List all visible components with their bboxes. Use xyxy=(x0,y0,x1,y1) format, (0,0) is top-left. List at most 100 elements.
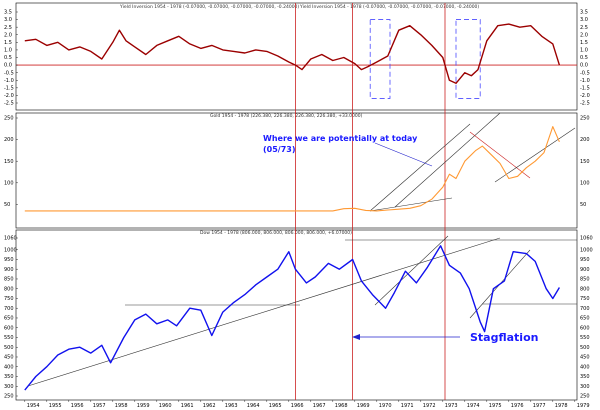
gold-trend-line xyxy=(394,112,501,208)
ytick-label-left: 1060 xyxy=(4,236,17,242)
ytick-label-left: 800 xyxy=(4,286,14,292)
ytick-label-left: 850 xyxy=(4,277,14,283)
trend-lines xyxy=(27,112,577,387)
ytick-label-left: 600 xyxy=(4,325,14,331)
ytick-label-left: -2.0 xyxy=(4,93,14,99)
ytick-label-right: -2.0 xyxy=(580,93,590,99)
ytick-label-right: 900 xyxy=(580,267,590,273)
gold-trend-line xyxy=(369,123,471,212)
xtick-label: 1977 xyxy=(533,403,546,409)
ytick-label-right: 0.5 xyxy=(580,55,588,61)
ytick-label-left: 650 xyxy=(4,316,14,322)
gold-annotation-line2: (05/73) xyxy=(263,145,296,154)
gold-trend-line xyxy=(469,131,531,179)
ytick-label-right: 0.0 xyxy=(580,63,588,69)
event-lines xyxy=(294,3,446,400)
ytick-label-right: 1.5 xyxy=(580,40,588,46)
highlight-box xyxy=(369,19,391,99)
ytick-label-right: 250 xyxy=(580,394,590,400)
ytick-label-left: 900 xyxy=(4,267,14,273)
ytick-label-left: 300 xyxy=(4,384,14,390)
ytick-label-right: 50 xyxy=(580,202,586,208)
gold-trend-line xyxy=(494,127,576,183)
ytick-label-right: 250 xyxy=(580,116,590,122)
highlight-boxes xyxy=(369,19,481,99)
ytick-label-left: -1.0 xyxy=(4,78,14,84)
xtick-label: 1959 xyxy=(137,403,150,409)
ytick-label-right: 800 xyxy=(580,286,590,292)
dow-trend-line xyxy=(374,235,449,306)
ytick-label-left: 1000 xyxy=(4,247,17,253)
ytick-label-right: 1000 xyxy=(580,247,593,253)
ytick-label-left: 750 xyxy=(4,296,14,302)
ytick-label-left: 2.5 xyxy=(4,25,12,31)
ytick-label-left: 1.0 xyxy=(4,48,12,54)
ytick-label-left: 500 xyxy=(4,345,14,351)
series-line xyxy=(24,23,561,84)
ytick-label-right: -2.5 xyxy=(580,101,590,107)
ytick-label-left: -1.5 xyxy=(4,85,14,91)
ytick-label-right: 2.5 xyxy=(580,25,588,31)
xtick-label: 1974 xyxy=(467,403,480,409)
ytick-label-right: 1.0 xyxy=(580,48,588,54)
ytick-label-left: 3.5 xyxy=(4,10,12,16)
gold-annotation-pointer xyxy=(374,142,433,167)
xtick-label: 1956 xyxy=(71,403,84,409)
xtick-label: 1963 xyxy=(225,403,238,409)
xtick-label: 1957 xyxy=(93,403,106,409)
xtick-label: 1970 xyxy=(379,403,392,409)
ytick-label-right: 350 xyxy=(580,374,590,380)
xtick-label: 1978 xyxy=(555,403,568,409)
gold-trend-line xyxy=(369,197,453,212)
dow-trend-line xyxy=(27,237,501,387)
ytick-label-right: 700 xyxy=(580,306,590,312)
series-lines xyxy=(24,23,561,391)
xtick-label: 1972 xyxy=(423,403,436,409)
ytick-label-left: 250 xyxy=(4,394,14,400)
ytick-label-left: 450 xyxy=(4,355,14,361)
stagflation-arrowhead xyxy=(352,334,360,340)
ytick-label-right: 750 xyxy=(580,296,590,302)
highlight-box xyxy=(455,19,481,99)
axis-tick-labels: 3.5 3.53.0 3.02.5 2.52.0 2.01.5 1.51.0 1.00.5 0… xyxy=(4,10,593,409)
ytick-label-left: 200 xyxy=(4,137,14,143)
ytick-label-right: -1.0 xyxy=(580,78,590,84)
ytick-label-left: 400 xyxy=(4,364,14,370)
ytick-label-left: 250 xyxy=(4,116,14,122)
ytick-label-left: 700 xyxy=(4,306,14,312)
ytick-label-right: 850 xyxy=(580,277,590,283)
xtick-label: 1969 xyxy=(357,403,370,409)
xtick-label: 1958 xyxy=(115,403,128,409)
ytick-label-left: 100 xyxy=(4,180,14,186)
xtick-label: 1966 xyxy=(291,403,304,409)
ytick-label-right: 550 xyxy=(580,335,590,341)
xtick-label: 1954 xyxy=(27,403,40,409)
ytick-label-right: 200 xyxy=(580,137,590,143)
ytick-label-left: 0.5 xyxy=(4,55,12,61)
ytick-label-left: -0.5 xyxy=(4,70,14,76)
xtick-label: 1979 xyxy=(577,403,590,409)
ytick-label-right: 500 xyxy=(580,345,590,351)
yield-title-repeat: Yield Inversion 1954 - 1978 (-0.07000, -… xyxy=(299,4,479,10)
ytick-label-right: 1060 xyxy=(580,236,593,242)
xtick-label: 1955 xyxy=(49,403,62,409)
xtick-label: 1965 xyxy=(269,403,282,409)
xtick-label: 1961 xyxy=(181,403,194,409)
ytick-label-right: 450 xyxy=(580,355,590,361)
ytick-label-right: -1.5 xyxy=(580,85,590,91)
yield-title: Yield Inversion 1954 - 1978 (-0.07000, -… xyxy=(119,4,299,10)
panel-frame-yield xyxy=(15,2,578,111)
ytick-label-left: 2.0 xyxy=(4,32,12,38)
xtick-label: 1960 xyxy=(159,403,172,409)
ytick-label-right: 3.5 xyxy=(580,10,588,16)
xtick-label: 1971 xyxy=(401,403,414,409)
ytick-label-left: 350 xyxy=(4,374,14,380)
ytick-label-right: 950 xyxy=(580,257,590,263)
ytick-label-right: 2.0 xyxy=(580,32,588,38)
gold-title: Gold 1954 - 1978 (226.380, 226.380, 226.… xyxy=(210,113,363,119)
stagflation-label: Stagflation xyxy=(470,331,538,344)
ytick-label-right: 100 xyxy=(580,180,590,186)
ytick-label-left: -2.5 xyxy=(4,101,14,107)
xtick-label: 1967 xyxy=(313,403,326,409)
